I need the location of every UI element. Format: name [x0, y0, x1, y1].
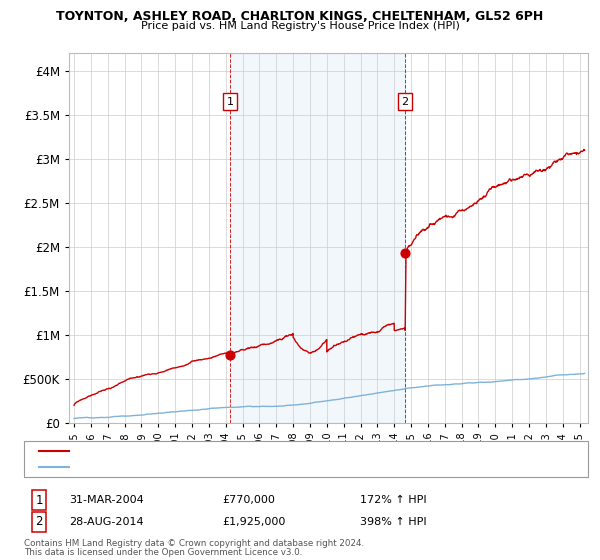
Text: 398% ↑ HPI: 398% ↑ HPI [360, 517, 427, 527]
Text: £1,925,000: £1,925,000 [222, 517, 286, 527]
Text: Contains HM Land Registry data © Crown copyright and database right 2024.: Contains HM Land Registry data © Crown c… [24, 539, 364, 548]
Text: Price paid vs. HM Land Registry's House Price Index (HPI): Price paid vs. HM Land Registry's House … [140, 21, 460, 31]
Text: 31-MAR-2004: 31-MAR-2004 [69, 495, 144, 505]
Text: 28-AUG-2014: 28-AUG-2014 [69, 517, 143, 527]
Point [225, 351, 235, 360]
Text: 2: 2 [401, 97, 409, 106]
Text: TOYNTON, ASHLEY ROAD, CHARLTON KINGS, CHELTENHAM, GL52 6PH (detached house): TOYNTON, ASHLEY ROAD, CHARLTON KINGS, CH… [72, 446, 503, 456]
Text: 1: 1 [35, 493, 43, 507]
Text: TOYNTON, ASHLEY ROAD, CHARLTON KINGS, CHELTENHAM, GL52 6PH: TOYNTON, ASHLEY ROAD, CHARLTON KINGS, CH… [56, 10, 544, 23]
Text: 1: 1 [226, 97, 233, 106]
Point [400, 249, 410, 258]
Text: This data is licensed under the Open Government Licence v3.0.: This data is licensed under the Open Gov… [24, 548, 302, 557]
Text: 172% ↑ HPI: 172% ↑ HPI [360, 495, 427, 505]
Text: 2: 2 [35, 515, 43, 529]
Bar [230, 53, 405, 423]
Text: £770,000: £770,000 [222, 495, 275, 505]
Text: HPI: Average price, detached house, Cheltenham: HPI: Average price, detached house, Chel… [72, 462, 313, 472]
